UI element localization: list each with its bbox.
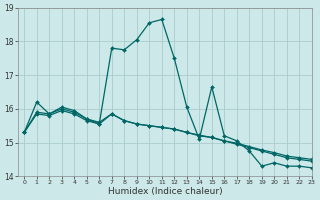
X-axis label: Humidex (Indice chaleur): Humidex (Indice chaleur) <box>108 187 222 196</box>
